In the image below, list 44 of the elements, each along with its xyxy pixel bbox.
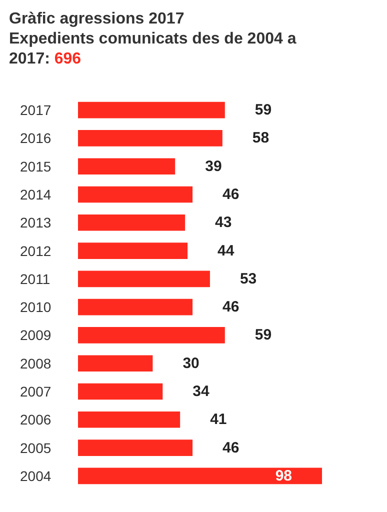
bar	[78, 270, 210, 288]
data-label: 30	[182, 354, 200, 372]
y-tick-label: 2015	[20, 158, 52, 174]
data-label: 59	[254, 102, 272, 119]
data-label: 43	[215, 214, 232, 232]
data-label: 41	[210, 411, 227, 428]
bar	[78, 298, 193, 316]
y-tick-label: 2009	[20, 327, 52, 344]
y-tick-label: 2004	[20, 468, 52, 484]
y-tick-label: 2005	[20, 440, 52, 456]
data-label: 39	[205, 158, 222, 175]
data-label: 58	[252, 130, 270, 147]
chart-subtitle: Expedients comunicats des de 2004 a 2017: 696	[9, 30, 301, 68]
data-label: 98	[275, 467, 292, 484]
bar	[78, 383, 163, 400]
y-tick-label: 2007	[20, 384, 52, 400]
chart-title: Gràfic agressions 2017	[9, 10, 184, 28]
bar	[78, 186, 193, 203]
data-label: 59	[254, 326, 272, 344]
bar	[78, 468, 322, 484]
data-label: 46	[222, 298, 240, 316]
y-tick-label: 2008	[20, 355, 52, 372]
y-tick-label: 2013	[20, 214, 52, 231]
bar	[78, 411, 180, 428]
bar	[78, 158, 176, 175]
bar	[78, 440, 193, 456]
y-tick-label: 2014	[20, 186, 52, 202]
y-tick-label: 2012	[20, 242, 52, 259]
bar	[78, 242, 188, 259]
bar	[78, 355, 153, 372]
y-tick-label: 2017	[20, 102, 52, 118]
bar	[78, 327, 225, 344]
y-tick-label: 2011	[20, 270, 50, 287]
y-tick-label: 2010	[20, 299, 52, 316]
data-label: 53	[240, 270, 257, 288]
data-label: 46	[222, 439, 240, 456]
y-tick-label: 2016	[20, 130, 52, 146]
data-label: 34	[192, 383, 210, 400]
data-label: 44	[218, 242, 235, 260]
bar	[78, 214, 186, 231]
y-tick-label: 2006	[20, 412, 52, 428]
bar	[78, 130, 222, 146]
data-label: 46	[222, 186, 240, 203]
bar	[78, 102, 225, 118]
